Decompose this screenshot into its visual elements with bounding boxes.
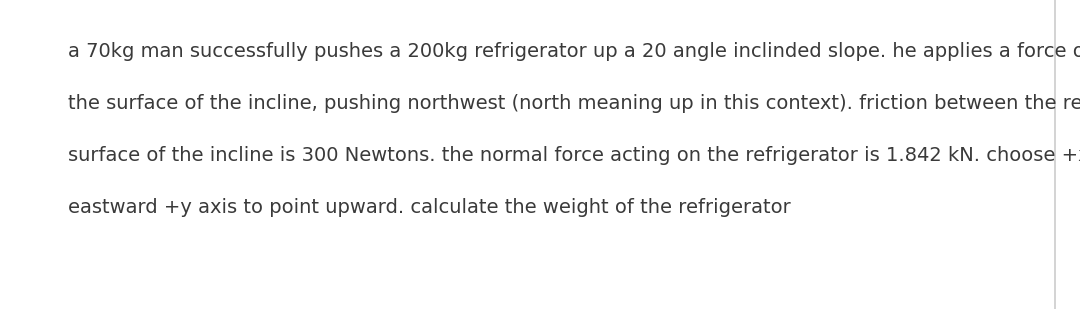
Text: eastward +y axis to point upward. calculate the weight of the refrigerator: eastward +y axis to point upward. calcul… (68, 198, 791, 217)
Text: a 70kg man successfully pushes a 200kg refrigerator up a 20 angle inclinded slop: a 70kg man successfully pushes a 200kg r… (68, 42, 1080, 61)
Text: surface of the incline is 300 Newtons. the normal force acting on the refrigerat: surface of the incline is 300 Newtons. t… (68, 146, 1080, 165)
Text: the surface of the incline, pushing northwest (north meaning up in this context): the surface of the incline, pushing nort… (68, 94, 1080, 113)
